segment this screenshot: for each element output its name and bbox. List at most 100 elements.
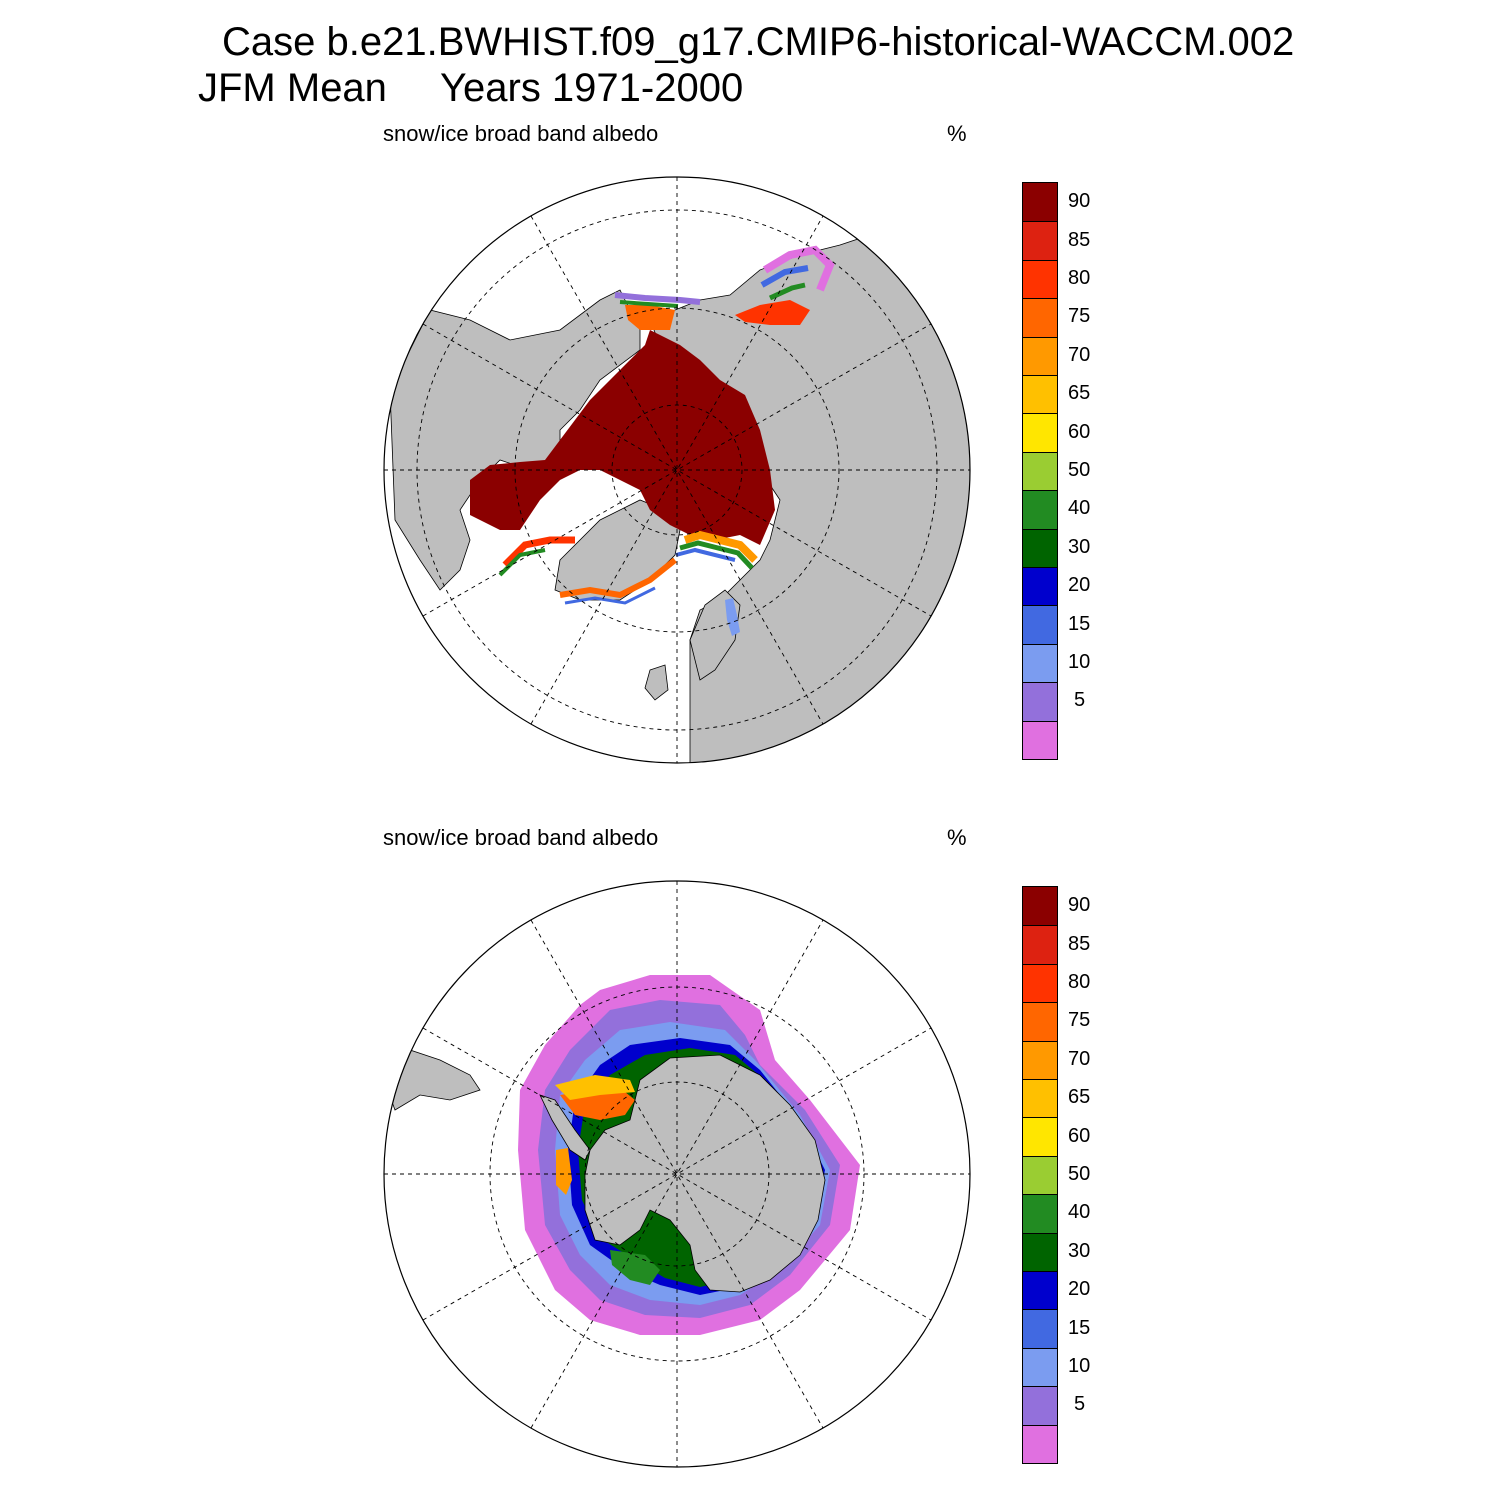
north-ice-baltic [725,598,740,636]
north-polar-map [384,177,970,763]
north-colorbar-swatch [1023,643,1057,683]
north-colorbar-swatch [1023,183,1057,222]
north-units-label: % [947,121,967,146]
south-colorbar-separator [1023,925,1057,927]
south-colorbar-swatch [1023,1117,1057,1156]
south-colorbar-label: 5 [1074,1393,1086,1416]
north-land-greenland [554,499,681,601]
north-ice-margin-atlantic-3 [675,547,736,562]
south-colorbar-swatch [1023,963,1057,1003]
north-colorbar-separator [1023,605,1057,607]
north-colorbar-label: 80 [1068,267,1091,289]
north-colorbar-swatch [1023,221,1057,260]
north-colorbar-label: 85 [1068,228,1091,251]
south-colorbar-swatch [1023,1002,1057,1041]
south-colorbar-label: 90 [1068,894,1091,917]
south-colorbar-swatch [1023,887,1057,926]
south-colorbar-label: 80 [1068,971,1091,993]
south-colorbar-separator [1023,1232,1057,1234]
north-colorbar-separator [1023,375,1057,376]
north-colorbar-label: 10 [1068,651,1091,673]
north-colorbar-separator [1023,643,1057,645]
south-colorbar-label: 15 [1068,1316,1091,1339]
south-colorbar-label: 20 [1068,1278,1091,1301]
south-land-america [384,1049,481,1111]
north-land-britain [644,664,669,701]
north-colorbar-swatch [1023,682,1057,721]
north-colorbar-separator [1023,259,1057,261]
north-colorbar-label: 15 [1068,612,1091,635]
north-colorbar-separator [1023,720,1057,722]
north-colorbar-separator [1023,682,1057,684]
north-colorbar-label: 90 [1068,190,1091,213]
south-colorbar-swatch [1023,1309,1057,1348]
south-colorbar-separator [1023,1194,1057,1196]
north-colorbar-label: 30 [1068,535,1091,558]
south-variable-label: snow/ice broad band albedo [383,825,659,850]
north-colorbar-separator [1023,221,1057,223]
south-colorbar-swatch [1023,1040,1057,1079]
south-ice-weddell-yellow [555,1075,635,1100]
north-ice-bering-bands [614,292,701,305]
south-colorbar-separator [1023,963,1057,965]
north-graticule [384,177,970,763]
south-colorbar: 5 10 15 20 30 40 50 60 65 70 75 80 85 90 [1022,886,1090,1464]
north-ice-margin-atlantic [683,530,758,563]
north-ice-margin-greenland [559,557,677,599]
north-ice-bering [625,305,675,330]
south-colorbar-swatch [1023,925,1057,964]
south-colorbar-swatch [1023,1424,1057,1463]
north-colorbar-label: 20 [1068,574,1091,597]
south-ice-bellingshausen [556,1148,572,1195]
south-colorbar-separator [1023,1155,1057,1157]
north-ice-margin-labrador [502,536,575,568]
north-colorbar-separator [1023,490,1057,492]
south-colorbar-separator [1023,1309,1057,1311]
years-label: Years 1971-2000 [440,66,744,110]
north-ice-margin-greenland-2 [564,586,656,605]
north-ice-margin-atlantic-2 [679,540,754,570]
north-colorbar-swatch [1023,528,1057,567]
north-colorbar-swatch [1023,336,1057,375]
south-colorbar-label: 85 [1068,932,1091,955]
south-colorbar-swatch [1023,1079,1057,1118]
north-colorbar-label: 75 [1068,305,1091,328]
north-colorbar-swatch [1023,490,1057,529]
south-colorbar-separator [1023,1271,1057,1272]
north-ice-okhotsk-bands-2 [760,265,809,288]
south-colorbar-separator [1023,1424,1057,1426]
season-label: JFM Mean [198,66,387,110]
south-colorbar-swatch [1023,1194,1057,1233]
north-colorbar: 5 10 15 20 30 40 50 60 65 70 75 80 85 90 [1022,182,1090,760]
north-colorbar-swatch [1023,413,1057,452]
south-units-label: % [947,825,967,850]
north-variable-label: snow/ice broad band albedo [383,121,659,146]
north-colorbar-separator [1023,413,1057,415]
south-colorbar-frame [1022,886,1058,1464]
south-colorbar-label: 65 [1068,1086,1091,1109]
north-colorbar-swatch [1023,259,1057,299]
north-colorbar-separator [1023,451,1057,453]
north-colorbar-swatch [1023,605,1057,644]
south-colorbar-label: 60 [1068,1124,1091,1147]
case-title: Case b.e21.BWHIST.f09_g17.CMIP6-historic… [222,20,1295,64]
north-colorbar-label: 70 [1068,343,1091,366]
south-polar-map [384,881,970,1467]
south-colorbar-swatch [1023,1232,1057,1271]
north-land-america [389,289,641,591]
north-colorbar-swatch [1023,298,1057,337]
south-map-border [383,880,971,1468]
south-colorbar-separator [1023,1117,1057,1119]
north-colorbar-label: 65 [1068,382,1091,405]
south-colorbar-separator [1023,1079,1057,1080]
north-colorbar-label: 50 [1068,459,1091,481]
south-colorbar-separator [1023,1040,1057,1042]
north-colorbar-swatch [1023,451,1057,491]
north-colorbar-label: 60 [1068,420,1091,443]
south-colorbar-label: 10 [1068,1355,1091,1377]
south-colorbar-swatch [1023,1347,1057,1387]
north-colorbar-frame [1022,182,1058,760]
north-colorbar-separator [1023,567,1057,568]
south-colorbar-label: 75 [1068,1009,1091,1032]
